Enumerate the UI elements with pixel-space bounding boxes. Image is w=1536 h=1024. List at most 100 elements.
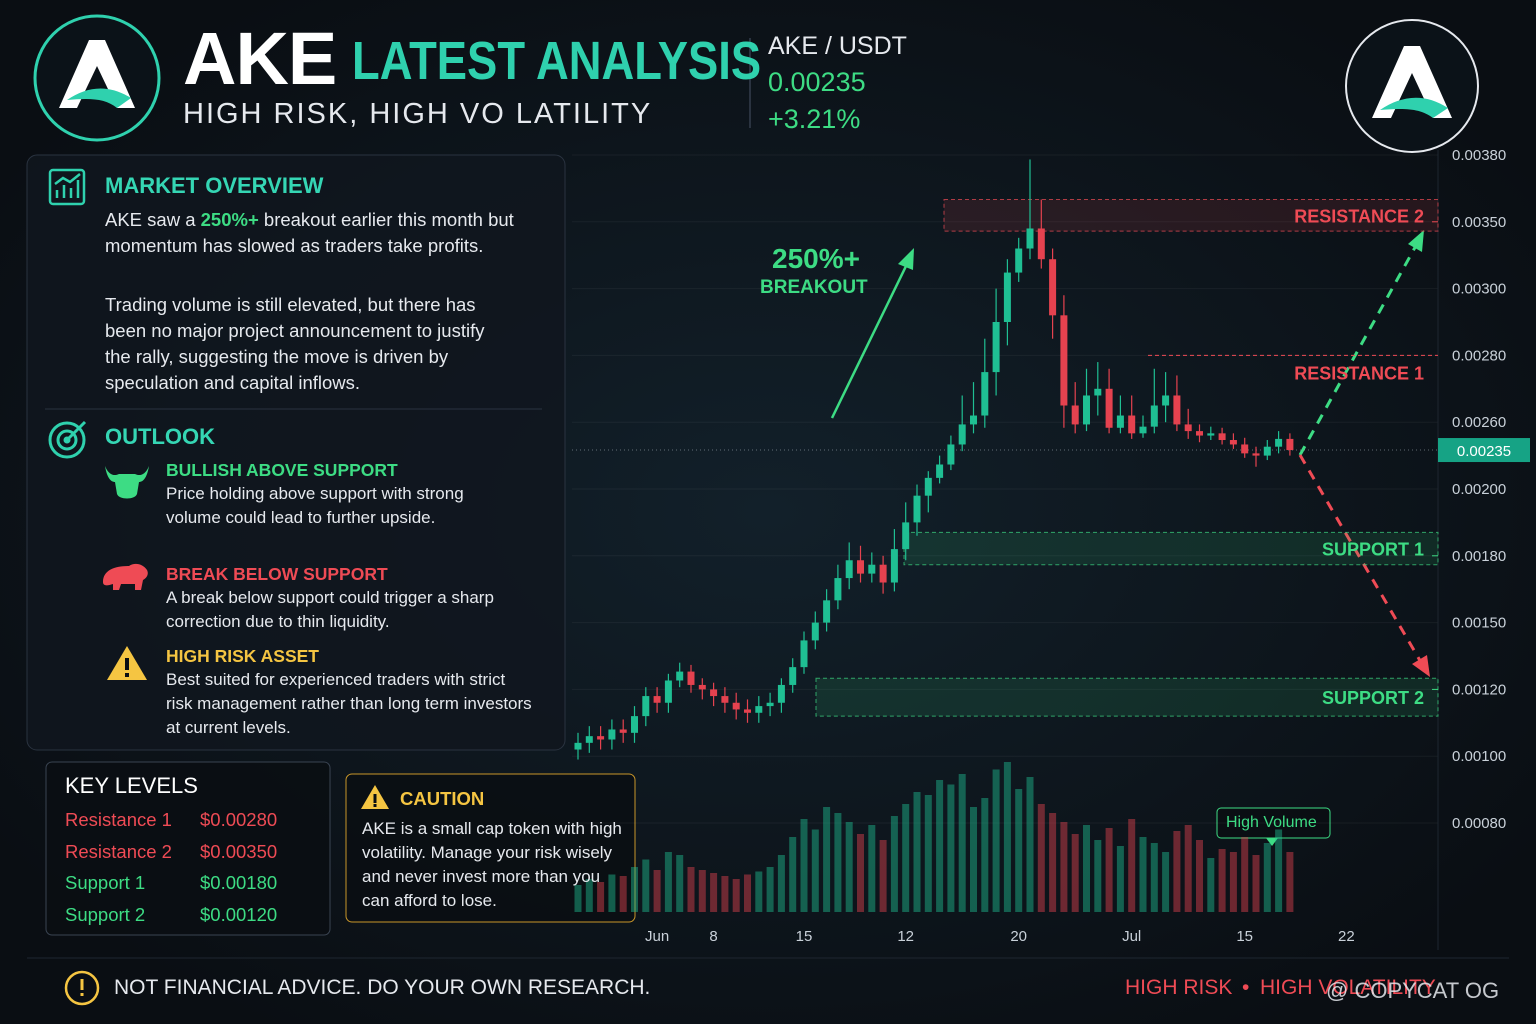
candle-body: [834, 578, 842, 601]
volume-bar: [1083, 825, 1090, 912]
volume-bar: [1173, 831, 1181, 912]
volume-bar: [1150, 843, 1158, 912]
candle-body: [1139, 426, 1147, 434]
candle-body: [631, 716, 638, 733]
candle-body: [597, 736, 605, 740]
volume-bar: [789, 837, 797, 912]
candle-body: [721, 696, 729, 703]
breakout-arrow: [830, 261, 910, 419]
current-price-label: 0.00235: [1457, 443, 1511, 460]
volume-bar: [1218, 849, 1226, 912]
caution-heading: CAUTION: [400, 788, 485, 809]
level-name: Resistance 1: [65, 809, 172, 830]
level-value: $0.00120: [200, 903, 278, 925]
candle-body: [823, 600, 831, 623]
volume-bar: [744, 874, 751, 912]
bullish-path: [1298, 241, 1420, 456]
candle-body: [992, 322, 1000, 373]
level-value: $0.00180: [200, 872, 278, 893]
x-tick-label: 20: [1010, 928, 1027, 945]
subtitle: HIGH RISK, HIGH VO LATILITY: [183, 98, 653, 130]
caution-text: AKE is a small cap token with high volat…: [362, 819, 622, 910]
risk-tag: HIGH RISK: [1125, 976, 1233, 999]
volume-bar: [902, 804, 910, 912]
level-label: SUPPORT 1: [1322, 540, 1424, 560]
target-icon: [48, 420, 87, 459]
level-name: Support 2: [65, 903, 146, 925]
pair: AKE / USDT: [768, 32, 907, 60]
y-tick-label: 0.00280: [1452, 347, 1506, 364]
volume-bar: [1196, 840, 1203, 912]
volume-bar: [1026, 777, 1034, 912]
candlestick-chart: 0.00380 0.00350 0.00300 0.00280 0.00260 0.002…: [572, 147, 1530, 950]
volume-bar: [732, 879, 740, 912]
candle-body: [981, 372, 989, 416]
level-label: RESISTANCE 2: [1294, 206, 1424, 226]
candle-body: [958, 424, 966, 445]
logo: [1345, 19, 1479, 153]
volume-bar: [981, 798, 989, 912]
arrow-head: [898, 248, 914, 270]
volume-bar: [868, 825, 876, 912]
volume-bar: [597, 882, 605, 912]
volume-bar: [676, 855, 684, 912]
candle-body: [777, 684, 785, 703]
candle-body: [1162, 395, 1170, 406]
volume-bar: [574, 885, 582, 912]
candle-body: [879, 564, 887, 583]
volume-bar: [619, 876, 627, 912]
bear-icon: [103, 563, 148, 590]
callout-pointer: [1266, 838, 1278, 846]
arrow-head: [1408, 230, 1424, 252]
candle-body: [1116, 415, 1124, 428]
candle-body: [687, 671, 695, 685]
volume-bar: [755, 871, 763, 912]
candle-body: [1286, 438, 1294, 451]
level-value: $0.00280: [200, 809, 278, 830]
volume-bar: [1015, 789, 1023, 912]
volume-bar: [631, 867, 638, 912]
volume-bar: [1207, 858, 1215, 912]
y-tick-label: 0.00350: [1452, 214, 1506, 231]
text: breakout earlier this month but momentum…: [105, 209, 514, 256]
candle-body: [1218, 433, 1226, 441]
candle-body: [1128, 415, 1136, 434]
volume-bar: [766, 867, 774, 912]
x-tick-label: 15: [796, 928, 813, 945]
candle-body: [1173, 395, 1181, 425]
candle-body: [1003, 272, 1011, 322]
candle-body: [1026, 228, 1034, 249]
level-value: $0.00350: [200, 840, 278, 862]
candle-body: [1184, 424, 1192, 432]
candle-body: [1071, 405, 1079, 425]
section-heading: OUTLOOK: [105, 424, 215, 449]
logo: [33, 14, 161, 142]
candle-body: [1207, 433, 1215, 436]
risk-tag: HIGH VOLATILITY: [1260, 976, 1436, 999]
volume-bar: [947, 784, 955, 912]
candle-body: [1015, 248, 1023, 273]
level-name: Support 1: [65, 872, 146, 893]
info-icon: [64, 970, 100, 1006]
x-tick-label: 8: [709, 928, 717, 945]
volume-bar: [1003, 762, 1011, 912]
candle-body: [902, 522, 910, 550]
candle-body: [1150, 405, 1158, 427]
volume-bar: [1060, 822, 1068, 912]
outlook-title: HIGH RISK ASSET: [166, 646, 319, 666]
key-levels-heading: KEY LEVELS: [65, 773, 198, 798]
volume-bar: [845, 822, 853, 912]
x-tick-label: 12: [897, 928, 914, 945]
volume-bar: [834, 813, 842, 912]
candle-body: [868, 564, 876, 574]
x-tick-label: 22: [1338, 928, 1355, 945]
volume-bar: [1037, 804, 1045, 912]
candle-body: [789, 667, 797, 685]
candle-body: [755, 706, 763, 713]
volume-bar: [1128, 819, 1136, 912]
volume-bar: [1275, 829, 1283, 912]
arrow-head: [1412, 655, 1430, 677]
paragraph: AKE saw a 250%+ breakout earlier this mo…: [105, 207, 535, 259]
volume-bar: [608, 874, 616, 912]
